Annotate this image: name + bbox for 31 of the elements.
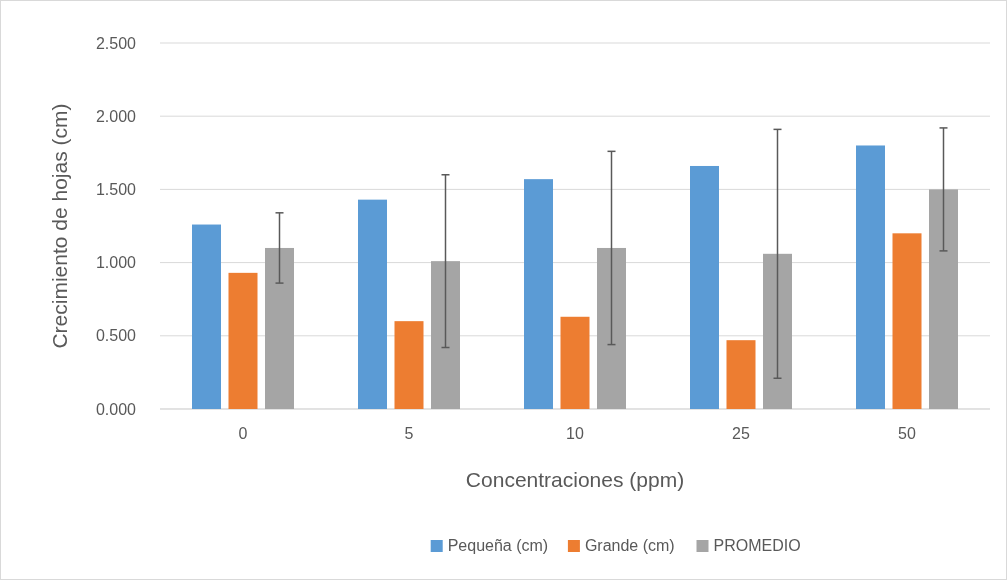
bar bbox=[358, 199, 387, 409]
bar bbox=[431, 261, 460, 409]
y-tick-label: 1.000 bbox=[95, 254, 137, 272]
bar bbox=[394, 321, 424, 409]
bar bbox=[265, 247, 294, 409]
y-tick-label: 1.500 bbox=[95, 181, 137, 198]
bar bbox=[597, 247, 626, 409]
y-tick-label: 0.000 bbox=[95, 400, 137, 418]
x-tick-label: 10 bbox=[566, 425, 584, 442]
bar bbox=[856, 145, 885, 409]
x-axis-title: Concentraciones (ppm) bbox=[465, 468, 685, 491]
bar bbox=[763, 253, 792, 409]
x-tick-label: 5 bbox=[404, 425, 414, 442]
bar bbox=[524, 179, 553, 409]
bar bbox=[892, 233, 922, 409]
y-tick-label: 2.500 bbox=[95, 34, 137, 52]
bar bbox=[560, 316, 590, 409]
bar bbox=[929, 189, 958, 409]
bar bbox=[726, 340, 756, 409]
bar bbox=[690, 165, 719, 409]
legend-label: Grande (cm) bbox=[584, 537, 675, 554]
legend-label: Pequeña (cm) bbox=[447, 537, 549, 554]
legend-label: PROMEDIO bbox=[713, 537, 801, 554]
y-axis-title: Crecimiento de hojas (cm) bbox=[48, 103, 71, 349]
bar bbox=[192, 224, 221, 409]
y-tick-label: 0.500 bbox=[95, 327, 137, 345]
y-tick-label: 2.000 bbox=[95, 107, 137, 125]
x-tick-label: 50 bbox=[898, 425, 916, 442]
x-tick-label: 0 bbox=[238, 425, 248, 442]
x-tick-label: 25 bbox=[732, 425, 750, 442]
bar bbox=[228, 272, 258, 409]
